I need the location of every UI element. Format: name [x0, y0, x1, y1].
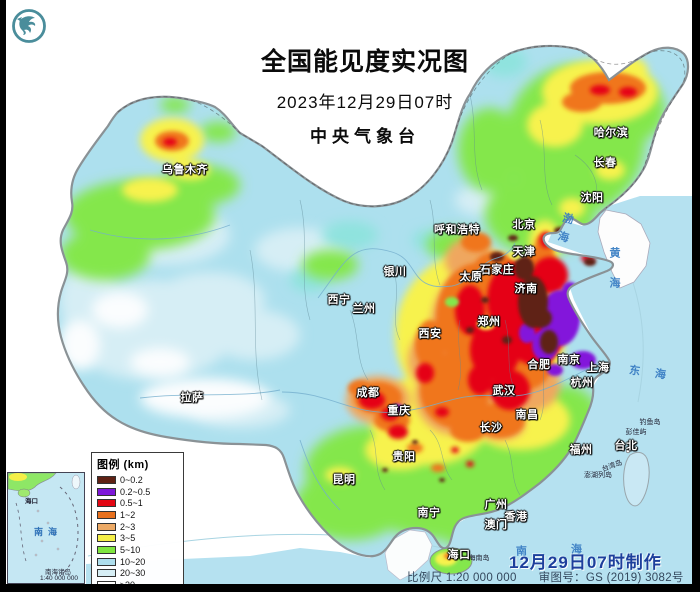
legend-item-label: 3~5 — [120, 533, 136, 544]
inset-map-graphic — [8, 473, 81, 577]
legend-box: 图例 (km) 0~0.2 0.2~0.5 0.5~1 1~2 2~3 3~5 5~10 10… — [91, 452, 184, 592]
legend-item: 5~10 — [97, 544, 179, 556]
city-label: 海口 — [447, 549, 471, 561]
city-label: 澳门 — [484, 519, 508, 531]
legend-swatch — [97, 569, 116, 578]
legend-swatch — [97, 499, 116, 508]
city-label: 郑州 — [477, 316, 501, 328]
city-label: 银川 — [383, 266, 407, 278]
legend-item: 0.5~1 — [97, 497, 179, 509]
city-label: 福州 — [569, 444, 593, 456]
map-agency: 中央气象台 — [310, 127, 420, 146]
scale-label: 比例尺 1:20 000 000 — [407, 572, 517, 584]
legend-item-label: 0.2~0.5 — [120, 486, 151, 497]
legend-item: 3~5 — [97, 532, 179, 544]
city-label: 南宁 — [417, 507, 441, 519]
city-label: 成都 — [356, 387, 380, 399]
inset-haikou-label: 海口 — [25, 498, 38, 505]
city-label: 西安 — [418, 328, 442, 340]
legend-swatch — [97, 557, 116, 566]
city-label: 杭州 — [570, 377, 594, 389]
legend-swatch — [97, 545, 116, 554]
city-label: 台北 — [614, 440, 638, 452]
island-label: 澎湖列岛 — [584, 472, 612, 479]
legend-item-label: 5~10 — [120, 544, 141, 555]
city-label: 长沙 — [479, 422, 503, 434]
cma-dragon-logo-icon — [10, 7, 48, 45]
legend-items: 0~0.2 0.2~0.5 0.5~1 1~2 2~3 3~5 5~10 10~20 20~30… — [97, 474, 179, 591]
map-title: 全国能见度实况图 — [260, 48, 469, 76]
city-label: 西宁 — [327, 294, 351, 306]
legend-title: 图例 (km) — [97, 459, 149, 471]
legend-item-label: 20~30 — [120, 568, 146, 579]
frame-bottom — [0, 584, 700, 592]
city-label: 太原 — [459, 271, 483, 283]
inset-scale-label: 1:40 000 000 — [40, 575, 78, 582]
legend-item: 0~0.2 — [97, 474, 179, 486]
city-label: 上海 — [586, 362, 610, 374]
city-label: 哈尔滨 — [593, 127, 629, 139]
legend-swatch — [97, 510, 116, 519]
city-label: 重庆 — [387, 405, 411, 417]
scale-line: 比例尺 1:20 000 000 审图号：GS (2019) 3082号 — [407, 569, 684, 585]
legend-item-label: 0~0.2 — [120, 474, 143, 485]
review-number: 审图号：GS (2019) 3082号 — [538, 572, 684, 584]
legend-item: 2~3 — [97, 521, 179, 533]
map-header: 全国能见度实况图 2023年12月29日07时 中央气象台 — [205, 42, 525, 147]
legend-item-label: 2~3 — [120, 521, 136, 532]
production-time: 12月29日07时制作 — [509, 553, 662, 572]
city-label: 南昌 — [515, 409, 539, 421]
city-label: 济南 — [514, 283, 538, 295]
city-label: 拉萨 — [180, 392, 204, 404]
inset-sea-label: 南海 — [34, 527, 63, 537]
city-label: 兰州 — [352, 303, 376, 315]
city-label: 石家庄 — [479, 264, 515, 276]
city-label: 昆明 — [332, 474, 356, 486]
city-label: 南京 — [557, 354, 581, 366]
city-label: 乌鲁木齐 — [162, 164, 208, 176]
legend-swatch — [97, 475, 116, 484]
island-label: 钓鱼岛 — [639, 419, 661, 426]
frame-right — [692, 0, 700, 592]
city-label: 武汉 — [492, 385, 516, 397]
legend-swatch — [97, 534, 116, 543]
legend-swatch — [97, 487, 116, 496]
south-china-sea-inset: 海口 南海 南海诸岛 1:40 000 000 — [7, 472, 85, 584]
city-label: 北京 — [512, 219, 536, 231]
legend-item-label: 10~20 — [120, 556, 146, 567]
city-label: 香港 — [504, 511, 528, 523]
legend-item: 20~30 — [97, 568, 179, 580]
sea-label: 黄海 — [608, 247, 620, 307]
city-label: 天津 — [512, 246, 536, 258]
legend-swatch — [97, 522, 116, 531]
legend-item-label: 1~2 — [120, 509, 136, 520]
city-label: 广州 — [484, 499, 508, 511]
city-label: 长春 — [593, 157, 617, 169]
map-datetime: 2023年12月29日07时 — [276, 93, 454, 112]
city-label: 合肥 — [527, 359, 551, 371]
island-label: 彭佳屿 — [625, 429, 647, 436]
city-label: 贵阳 — [392, 451, 416, 463]
inset-islands-label: 南海诸岛 — [45, 569, 71, 576]
legend-item: 0.2~0.5 — [97, 486, 179, 498]
legend-item: 1~2 — [97, 509, 179, 521]
city-label: 沈阳 — [580, 192, 604, 204]
frame-left — [0, 0, 6, 592]
legend-item-label: 0.5~1 — [120, 498, 143, 509]
city-label: 呼和浩特 — [434, 224, 480, 236]
legend-item: 10~20 — [97, 556, 179, 568]
island-label: 海南岛 — [468, 555, 490, 562]
